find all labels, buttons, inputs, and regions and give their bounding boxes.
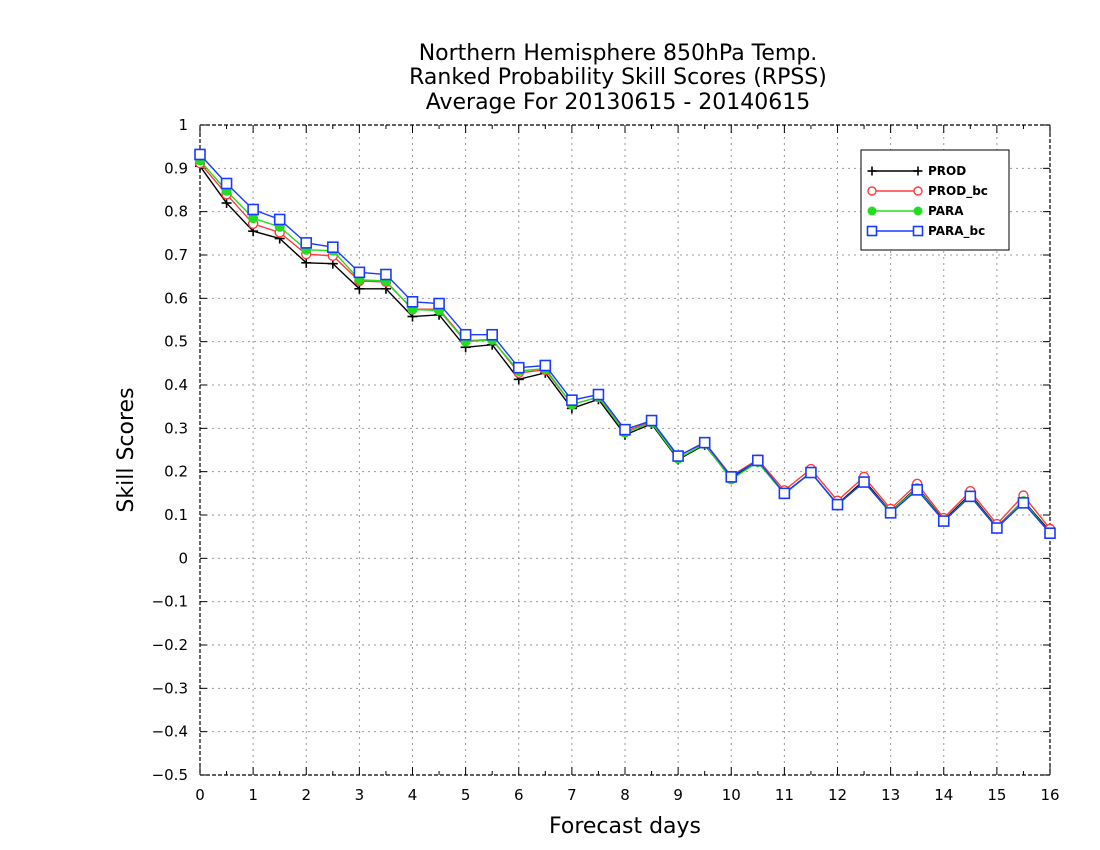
data-point-para-bc bbox=[512, 361, 525, 374]
data-point-para-bc bbox=[247, 203, 259, 216]
legend-item-prod-bc: PROD_bc bbox=[867, 184, 988, 199]
data-point-para-bc bbox=[353, 266, 366, 279]
legend-marker-start bbox=[867, 166, 877, 176]
chart-title: Northern Hemisphere 850hPa Temp. Ranked … bbox=[409, 41, 827, 115]
data-point-para-bc bbox=[991, 522, 1003, 534]
data-point-para-bc bbox=[672, 450, 684, 462]
x-tick-label: 2 bbox=[301, 786, 311, 804]
x-tick-label: 11 bbox=[775, 786, 794, 804]
y-tick-label: 0.7 bbox=[164, 246, 188, 264]
x-tick-label: 8 bbox=[620, 786, 630, 804]
x-tick-label: 15 bbox=[987, 786, 1006, 804]
y-tick-label: 1 bbox=[178, 116, 188, 134]
data-point-prod bbox=[301, 257, 312, 268]
y-tick-label: 0.2 bbox=[164, 463, 188, 481]
data-point-para-bc bbox=[619, 423, 631, 436]
legend-label: PARA_bc bbox=[928, 224, 985, 239]
legend-marker-end bbox=[913, 206, 923, 216]
x-tick-label: 1 bbox=[248, 786, 258, 804]
legend-marker-start bbox=[867, 186, 877, 196]
x-tick-label: 4 bbox=[408, 786, 418, 804]
x-tick-label: 16 bbox=[1040, 786, 1059, 804]
data-point-para-bc bbox=[831, 498, 844, 511]
data-point-para-bc bbox=[194, 148, 206, 161]
data-point-para-bc bbox=[566, 394, 578, 406]
legend-marker-start bbox=[867, 206, 877, 216]
chart-title-line-3: Average For 20130615 - 20140615 bbox=[426, 90, 811, 115]
legend-box bbox=[860, 149, 1010, 251]
data-point-para-bc bbox=[380, 268, 392, 281]
legend-item-para: PARA bbox=[867, 204, 964, 218]
x-tick-label: 13 bbox=[881, 786, 900, 804]
legend-label: PROD bbox=[928, 164, 966, 178]
data-point-para-bc bbox=[459, 328, 472, 341]
data-point-para-bc bbox=[220, 177, 233, 190]
y-tick-label: −0.1 bbox=[152, 593, 188, 611]
data-point-para-bc bbox=[698, 436, 711, 449]
x-tick-label: 3 bbox=[355, 786, 365, 804]
grid-lines bbox=[200, 125, 1050, 775]
y-axis-label: Skill Scores bbox=[114, 387, 139, 512]
series-para-bc bbox=[194, 148, 1056, 540]
chart-title-line-1: Northern Hemisphere 850hPa Temp. bbox=[419, 41, 818, 66]
data-point-para-bc bbox=[884, 507, 897, 519]
y-tick-label: 0.9 bbox=[164, 159, 188, 177]
legend-marker-start bbox=[866, 225, 878, 237]
x-tick-label: 7 bbox=[567, 786, 577, 804]
x-tick-label: 0 bbox=[195, 786, 205, 804]
data-point-para-bc bbox=[300, 237, 313, 249]
data-point-para-bc bbox=[964, 490, 977, 503]
data-point-para-bc bbox=[1044, 527, 1056, 540]
y-tick-label: 0.1 bbox=[164, 506, 188, 524]
axis-ticks: 0 1 2 3 4 5 6 7 8 9 10 11 12 13 14 15 16−0.5−0.4−0.3−0.2… bbox=[152, 116, 1060, 804]
data-point-para-bc bbox=[1017, 497, 1030, 509]
y-tick-label: 0.3 bbox=[164, 419, 188, 437]
data-point-para-bc bbox=[752, 454, 764, 467]
chart-title-line-2: Ranked Probability Skill Scores (RPSS) bbox=[409, 65, 827, 90]
y-tick-label: 0.6 bbox=[164, 289, 188, 307]
legend-marker-end bbox=[913, 186, 923, 196]
legend-label: PARA bbox=[928, 204, 964, 218]
x-axis-label: Forecast days bbox=[549, 814, 701, 839]
data-point-para-bc bbox=[592, 388, 605, 401]
x-tick-label: 14 bbox=[934, 786, 953, 804]
data-point-para-bc bbox=[645, 414, 658, 427]
data-point-para-bc bbox=[911, 484, 923, 496]
legend: PROD PROD_bc PARA PARA_bc bbox=[860, 149, 1010, 251]
data-point-para-bc bbox=[327, 241, 339, 253]
x-tick-label: 9 bbox=[673, 786, 683, 804]
legend-label: PROD_bc bbox=[928, 184, 988, 199]
y-tick-label: −0.2 bbox=[152, 636, 188, 654]
data-point-para-bc bbox=[858, 476, 870, 488]
y-tick-label: 0.8 bbox=[164, 203, 188, 221]
data-point-para-bc bbox=[805, 466, 817, 479]
x-tick-label: 6 bbox=[514, 786, 524, 804]
data-point-para-bc bbox=[937, 515, 950, 527]
y-tick-label: 0 bbox=[178, 549, 188, 567]
data-point-para-bc bbox=[433, 297, 445, 310]
x-tick-label: 12 bbox=[828, 786, 847, 804]
data-point-para-bc bbox=[778, 487, 791, 500]
legend-marker-end bbox=[912, 225, 924, 237]
data-point-para-bc bbox=[486, 328, 498, 341]
y-tick-label: −0.4 bbox=[152, 723, 188, 741]
data-point-prod bbox=[221, 198, 232, 208]
y-tick-label: −0.3 bbox=[152, 679, 188, 697]
y-tick-label: 0.4 bbox=[164, 376, 188, 394]
y-tick-label: 0.5 bbox=[164, 333, 188, 351]
data-point-para-bc bbox=[273, 213, 286, 226]
y-tick-label: −0.5 bbox=[152, 766, 188, 784]
legend-marker-end bbox=[913, 166, 923, 176]
x-tick-label: 10 bbox=[722, 786, 741, 804]
x-tick-label: 5 bbox=[461, 786, 471, 804]
data-point-para-bc bbox=[539, 359, 552, 372]
data-point-para-bc bbox=[725, 471, 738, 483]
legend-item-para-bc: PARA_bc bbox=[866, 224, 985, 239]
legend-item-prod: PROD bbox=[867, 164, 966, 178]
data-series bbox=[194, 148, 1056, 540]
data-point-para-bc bbox=[406, 295, 419, 308]
